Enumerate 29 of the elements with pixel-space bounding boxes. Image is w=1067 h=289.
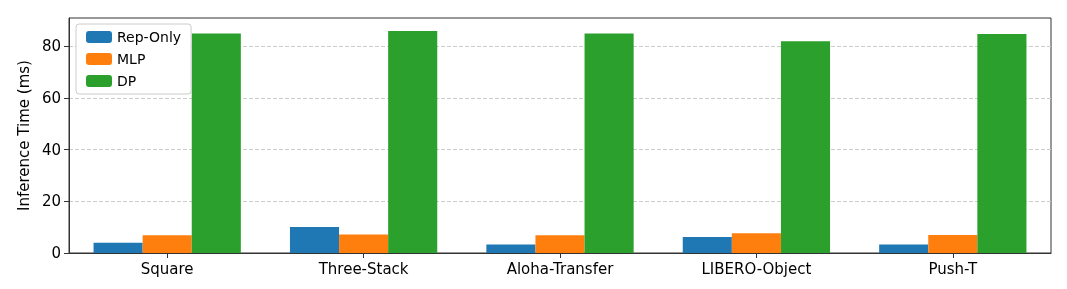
- legend-label: DP: [117, 73, 137, 89]
- bar: [339, 234, 389, 253]
- bar: [535, 235, 585, 253]
- x-tick-label: Aloha-Transfer: [506, 259, 615, 278]
- y-tick-label: 0: [51, 244, 61, 262]
- legend-label: MLP: [117, 51, 146, 67]
- bar: [93, 242, 143, 253]
- bar: [780, 41, 831, 253]
- x-tick-label: Push-T: [928, 259, 979, 278]
- bar: [584, 33, 634, 253]
- bar: [879, 244, 929, 253]
- bar: [191, 33, 241, 253]
- y-tick-label: 80: [41, 37, 61, 56]
- y-axis-title: Inference Time (ms): [14, 60, 33, 211]
- y-tick-label: 40: [41, 140, 61, 159]
- legend-label: Rep-Only: [117, 29, 182, 45]
- y-tick-label: 20: [41, 192, 61, 211]
- y-tick-label: 60: [41, 89, 61, 108]
- bar: [682, 236, 732, 253]
- bar: [977, 34, 1027, 253]
- x-tick-label: Three-Stack: [317, 259, 409, 278]
- bar: [289, 226, 340, 253]
- bar: [142, 235, 192, 253]
- x-tick-label: Square: [140, 259, 194, 278]
- bar: [928, 234, 978, 253]
- x-tick-label: LIBERO-Object: [701, 259, 812, 278]
- bar: [486, 244, 536, 253]
- bar: [731, 233, 781, 253]
- bar: [388, 30, 438, 253]
